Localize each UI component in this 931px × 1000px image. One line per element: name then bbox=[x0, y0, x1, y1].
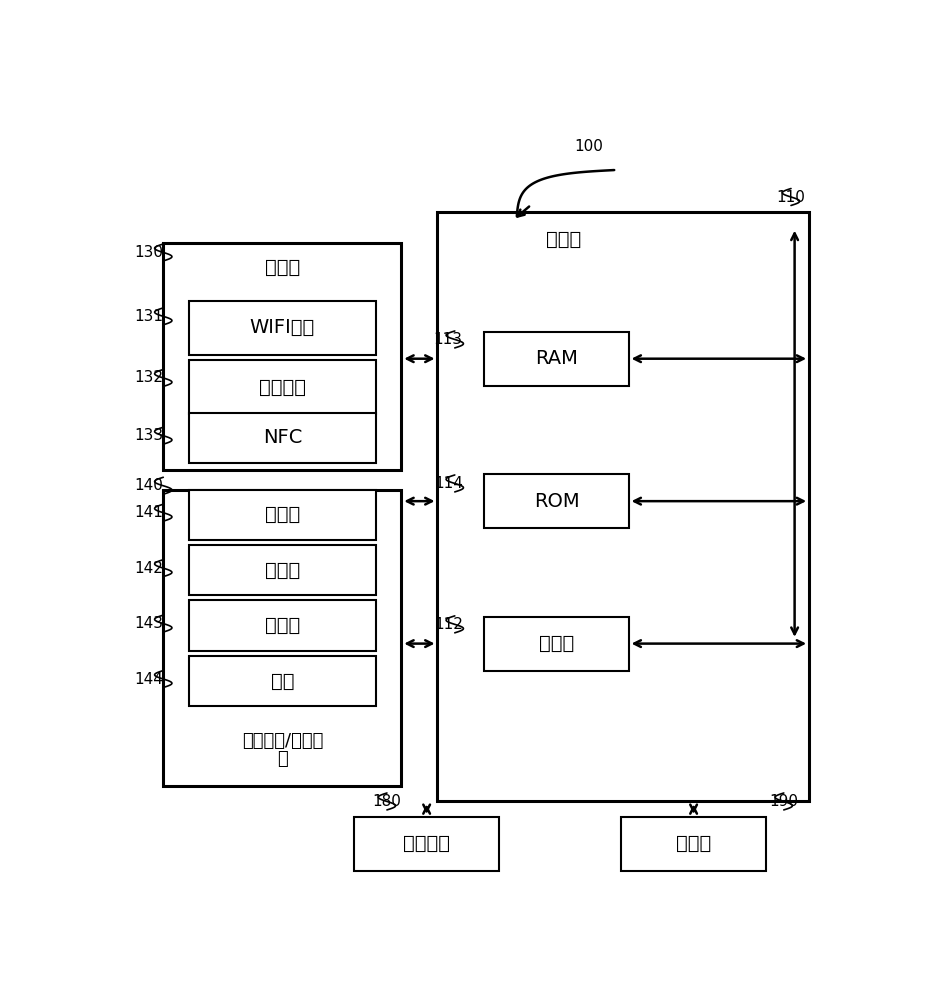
Text: 141: 141 bbox=[134, 505, 163, 520]
Bar bbox=[621, 817, 765, 871]
Text: WIFI模块: WIFI模块 bbox=[250, 318, 315, 337]
Bar bbox=[188, 656, 376, 706]
Text: 蓝牙模块: 蓝牙模块 bbox=[259, 378, 305, 397]
Text: 144: 144 bbox=[134, 672, 163, 687]
Text: 麦克风: 麦克风 bbox=[264, 505, 300, 524]
Bar bbox=[163, 243, 401, 470]
Text: 180: 180 bbox=[372, 794, 401, 809]
Text: 130: 130 bbox=[134, 245, 163, 260]
Text: 132: 132 bbox=[134, 370, 163, 385]
Text: 存储器: 存储器 bbox=[676, 834, 711, 853]
Text: 140: 140 bbox=[134, 478, 163, 493]
Text: 通信器: 通信器 bbox=[264, 258, 300, 277]
Bar bbox=[188, 600, 376, 651]
Text: 控制器: 控制器 bbox=[546, 230, 581, 249]
Text: 143: 143 bbox=[134, 616, 163, 631]
Bar bbox=[188, 301, 376, 355]
Text: 触摸板: 触摸板 bbox=[264, 561, 300, 580]
Bar bbox=[188, 490, 376, 540]
Text: 133: 133 bbox=[134, 428, 164, 443]
Bar bbox=[188, 413, 376, 463]
Bar bbox=[484, 474, 628, 528]
Bar bbox=[163, 490, 401, 786]
Bar bbox=[188, 545, 376, 595]
Bar bbox=[484, 617, 628, 671]
Text: 供电电源: 供电电源 bbox=[403, 834, 450, 853]
Text: 113: 113 bbox=[434, 332, 463, 347]
Text: 口: 口 bbox=[277, 750, 288, 768]
Bar bbox=[355, 817, 499, 871]
Text: NFC: NFC bbox=[263, 428, 302, 447]
Bar bbox=[484, 332, 628, 386]
Text: ROM: ROM bbox=[533, 492, 579, 511]
Text: 按键: 按键 bbox=[271, 671, 294, 690]
Text: 114: 114 bbox=[434, 476, 463, 491]
Text: 用户输入/输出接: 用户输入/输出接 bbox=[242, 732, 323, 750]
Text: 112: 112 bbox=[434, 617, 463, 632]
Text: 处理器: 处理器 bbox=[539, 634, 574, 653]
Bar bbox=[438, 212, 809, 801]
Text: RAM: RAM bbox=[535, 349, 578, 368]
Text: 142: 142 bbox=[134, 561, 163, 576]
Text: 传感器: 传感器 bbox=[264, 616, 300, 635]
Text: 100: 100 bbox=[574, 139, 603, 154]
Bar bbox=[188, 360, 376, 414]
Text: 110: 110 bbox=[776, 190, 805, 205]
Text: 190: 190 bbox=[769, 794, 798, 809]
Text: 131: 131 bbox=[134, 309, 163, 324]
